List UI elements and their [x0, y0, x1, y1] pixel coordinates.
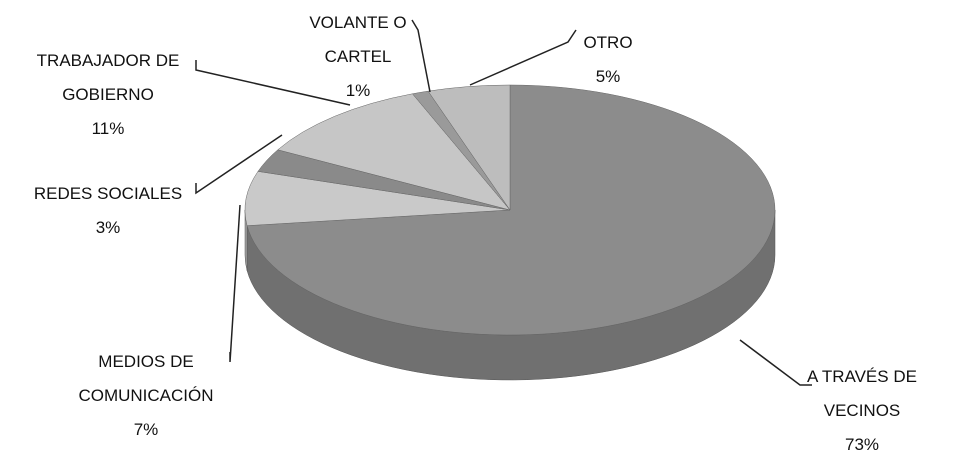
value-label: 7%: [133, 420, 159, 439]
slice-label: MEDIOS DE COMUNICACIÓN 7%: [66, 345, 226, 447]
slice-label: VOLANTE O CARTEL 1%: [303, 6, 413, 108]
slice-label: OTRO 5%: [558, 26, 658, 94]
slice: [244, 171, 511, 226]
leader-line: [739, 339, 812, 386]
leader-line: [229, 204, 241, 363]
value-label: 3%: [95, 218, 121, 237]
category-label: MEDIOS DE COMUNICACIÓN: [78, 352, 214, 405]
category-label: A TRAVÉS DE VECINOS: [807, 367, 917, 420]
value-label: 73%: [844, 435, 880, 454]
category-label: VOLANTE O CARTEL: [309, 13, 407, 66]
value-label: 5%: [595, 67, 621, 86]
category-label: REDES SOCIALES: [33, 184, 183, 203]
leader-line: [411, 19, 431, 93]
slice-label: TRABAJADOR DE GOBIERNO 11%: [13, 44, 203, 146]
category-label: TRABAJADOR DE GOBIERNO: [36, 51, 180, 104]
slice: [246, 84, 776, 336]
slice-label: A TRAVÉS DE VECINOS 73%: [792, 360, 932, 462]
leader-line: [469, 29, 577, 86]
value-label: 11%: [91, 119, 125, 138]
category-label: OTRO: [583, 33, 633, 52]
slice: [427, 84, 511, 211]
slice: [277, 93, 511, 211]
value-label: 1%: [345, 81, 371, 100]
leader-line: [195, 60, 351, 106]
slice-label: REDES SOCIALES 3%: [8, 177, 208, 245]
leader-line: [195, 134, 283, 195]
pie: [244, 84, 776, 381]
